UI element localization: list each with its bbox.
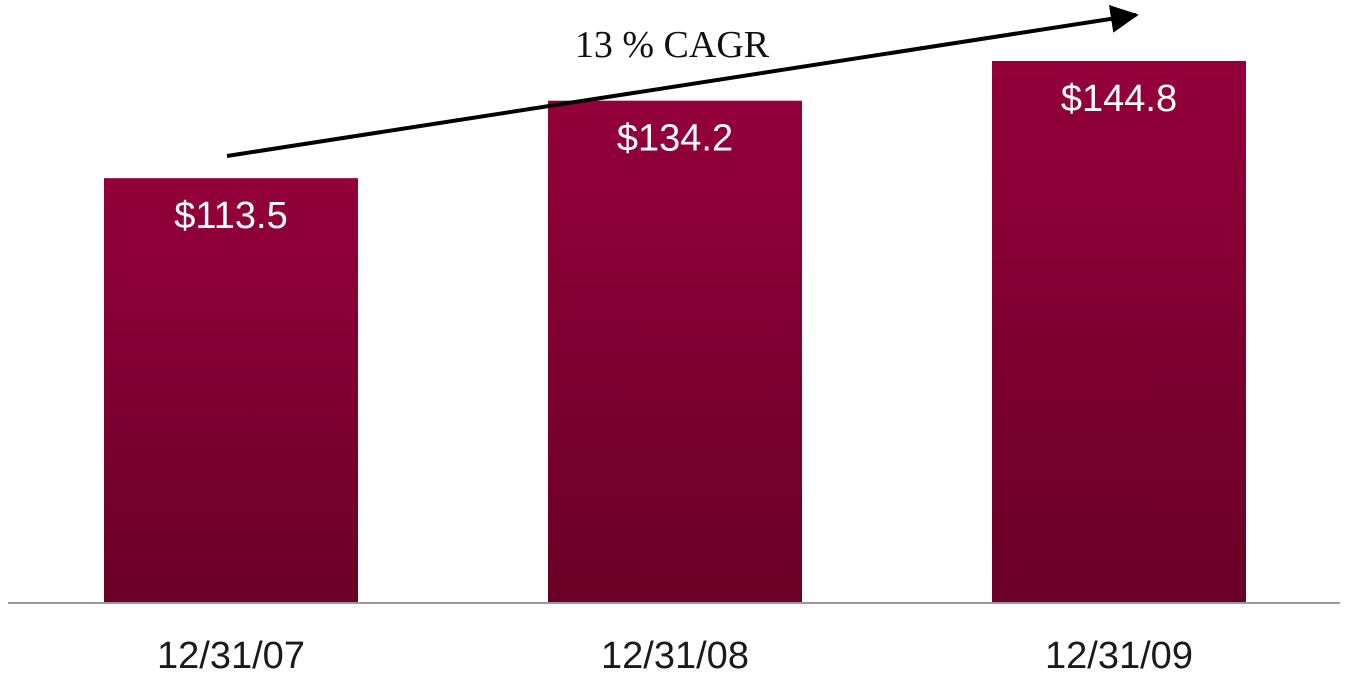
value-labels-layer: $113.5 $134.2 $144.8: [174, 78, 1177, 237]
cagr-annotation: 13 % CAGR: [575, 24, 770, 66]
x-tick-label: 12/31/09: [1045, 635, 1193, 673]
bar-12-31-09: [992, 61, 1246, 603]
bar-12-31-07: [104, 178, 358, 603]
x-tick-label: 12/31/07: [157, 635, 305, 673]
bar-value-label: $144.8: [1061, 78, 1177, 120]
cagr-trend-arrow: [226, 5, 1139, 158]
bar-12-31-08: [548, 100, 802, 604]
category-labels-layer: 12/31/07 12/31/08 12/31/09: [157, 635, 1193, 673]
bars-layer: [104, 61, 1246, 604]
bar-value-label: $134.2: [617, 118, 733, 160]
bar-value-label: $113.5: [174, 195, 287, 237]
x-tick-label: 12/31/08: [601, 635, 749, 673]
